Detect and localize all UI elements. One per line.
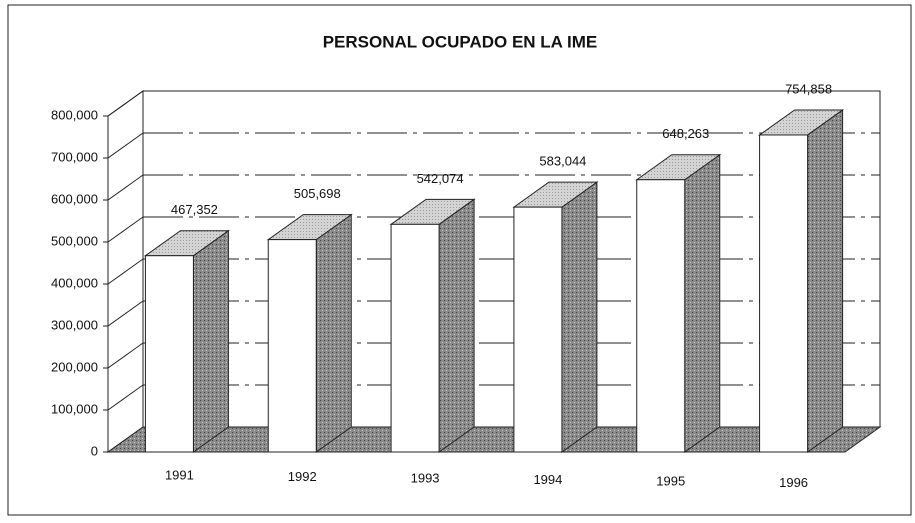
x-tick-label: 1991 — [165, 467, 194, 482]
value-label: 754,858 — [785, 81, 832, 96]
bar — [390, 223, 440, 453]
y-tick-label: 0 — [91, 443, 98, 458]
bar — [144, 255, 194, 453]
value-label: 542,074 — [417, 171, 464, 186]
chart-title: PERSONAL OCUPADO EN LA IME — [323, 32, 598, 51]
grid-line — [107, 300, 144, 327]
y-tick-label: 700,000 — [51, 149, 98, 164]
bar-side — [561, 181, 598, 453]
bar — [513, 206, 563, 453]
value-label: 467,352 — [171, 202, 218, 217]
x-tick-label: 1995 — [656, 473, 685, 488]
y-tick-label: 400,000 — [51, 275, 98, 290]
y-tick-label: 100,000 — [51, 401, 98, 416]
x-tick-label: 1996 — [779, 475, 808, 490]
bar — [267, 239, 317, 453]
bar-side — [438, 198, 475, 453]
bar — [636, 179, 686, 453]
grid-line — [107, 216, 144, 243]
grid-line — [107, 174, 144, 201]
grid-line — [107, 132, 144, 159]
bar — [759, 134, 809, 453]
bar-side — [684, 153, 721, 453]
y-tick-label: 500,000 — [51, 233, 98, 248]
grid-line — [107, 384, 144, 411]
y-tick-label: 200,000 — [51, 359, 98, 374]
x-tick-label: 1993 — [411, 470, 440, 485]
y-tick-label: 600,000 — [51, 191, 98, 206]
grid-line — [107, 258, 144, 285]
grid-line — [107, 90, 144, 117]
y-tick-label: 800,000 — [51, 107, 98, 122]
bar-side — [807, 108, 844, 453]
x-tick-label: 1994 — [533, 472, 562, 487]
y-tick-label: 300,000 — [51, 317, 98, 332]
bar-side — [192, 229, 229, 453]
grid-line — [107, 342, 144, 369]
x-tick-label: 1992 — [288, 469, 317, 484]
bar-side — [315, 213, 352, 453]
value-label: 505,698 — [294, 186, 341, 201]
value-label: 648,263 — [662, 126, 709, 141]
value-label: 583,044 — [539, 154, 586, 169]
